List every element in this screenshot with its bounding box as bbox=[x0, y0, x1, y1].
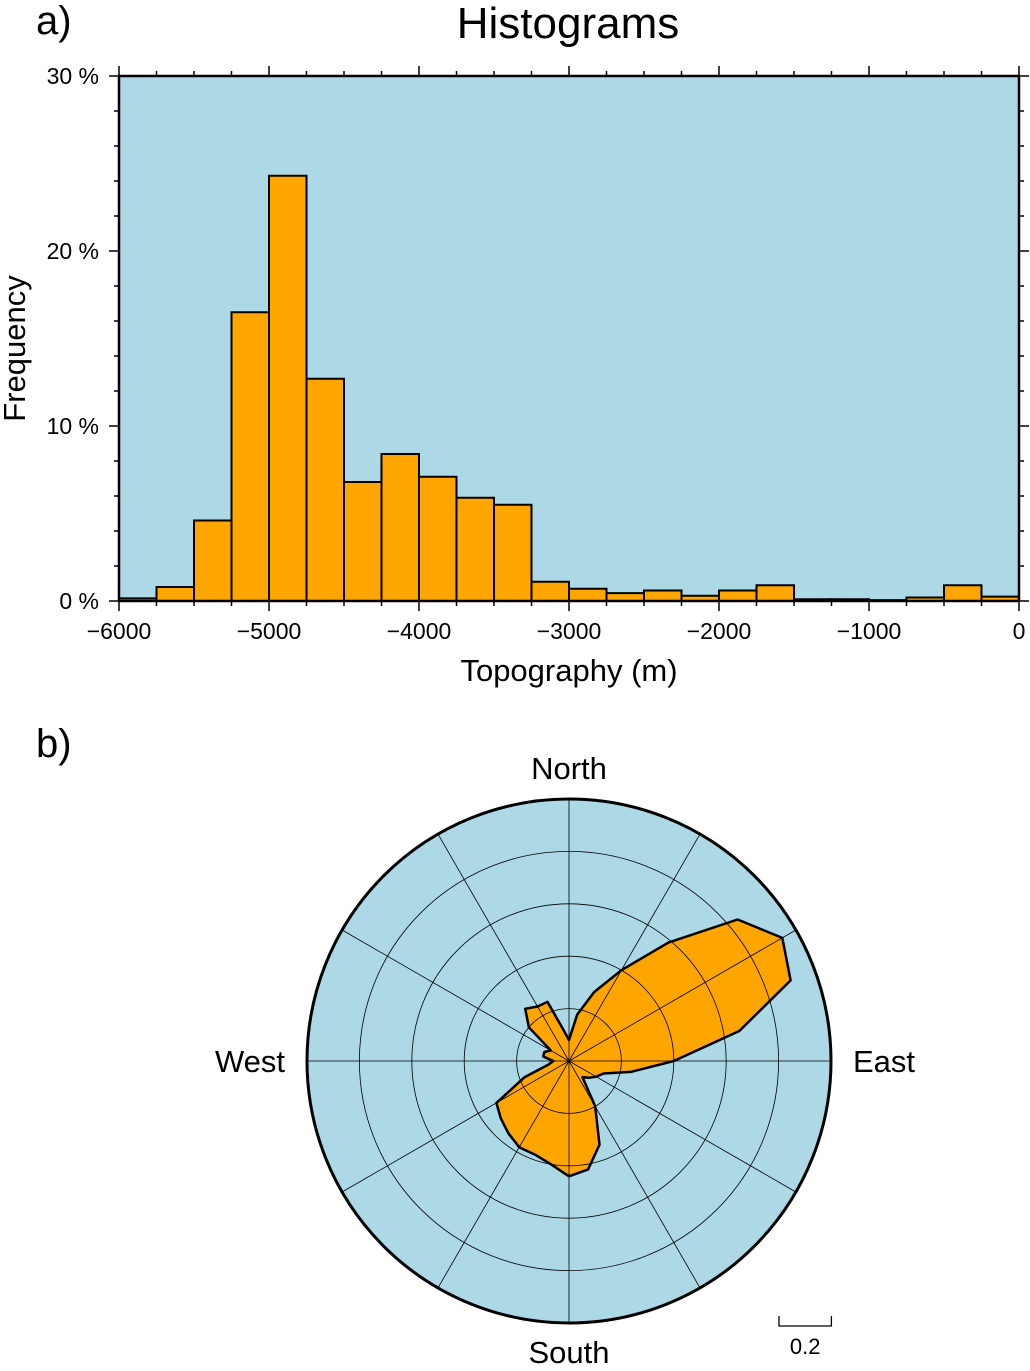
histogram-bar bbox=[380, 453, 420, 602]
histogram-bar bbox=[455, 496, 495, 602]
y-tick-label: 10 % bbox=[47, 413, 99, 439]
y-tick-label: 30 % bbox=[47, 63, 99, 89]
rose-grid-radial bbox=[341, 929, 570, 1062]
label-south: South bbox=[528, 1335, 609, 1370]
rose-grid-radial bbox=[568, 1060, 797, 1193]
rose-grid-radial bbox=[341, 1060, 570, 1193]
rose-grid-radial bbox=[568, 929, 797, 1062]
histogram-bar bbox=[493, 503, 533, 602]
scale-bar-label: 0.2 bbox=[790, 1334, 821, 1359]
histogram-bar bbox=[755, 584, 795, 602]
histogram-bar bbox=[568, 587, 608, 602]
x-tick-label: −1000 bbox=[837, 618, 902, 644]
chart-title: Histograms bbox=[457, 0, 680, 48]
label-north: North bbox=[531, 751, 607, 786]
histogram-bar bbox=[305, 377, 345, 602]
x-tick-label: −2000 bbox=[687, 618, 752, 644]
x-tick-label: −6000 bbox=[87, 618, 152, 644]
rose-grid-radial bbox=[437, 1060, 570, 1289]
histogram-bar bbox=[155, 586, 195, 602]
histogram-bar bbox=[193, 519, 233, 602]
x-tick-label: 0 bbox=[1013, 618, 1026, 644]
panel-b-label: b) bbox=[36, 722, 72, 766]
panel-a-label: a) bbox=[36, 0, 72, 43]
rose-grid-radial bbox=[437, 833, 570, 1062]
y-axis-label: Frequency bbox=[0, 275, 32, 422]
histogram-bar bbox=[643, 589, 683, 602]
rose-diagram: North South East West 0.2 bbox=[215, 751, 915, 1370]
histogram-bar bbox=[530, 580, 570, 602]
y-tick-label: 20 % bbox=[47, 238, 99, 264]
histogram-bar bbox=[718, 589, 758, 602]
histogram-bar bbox=[418, 475, 458, 602]
scale-bar bbox=[778, 1316, 833, 1327]
x-tick-label: −3000 bbox=[537, 618, 602, 644]
histogram-bar bbox=[943, 584, 983, 602]
histogram-bar bbox=[343, 481, 383, 602]
histogram-bar bbox=[230, 311, 270, 602]
rose-frame bbox=[305, 797, 833, 1325]
histogram-bar bbox=[268, 174, 308, 602]
rose-grid-radial bbox=[568, 833, 701, 1062]
histogram-chart: −6000 −5000 −4000 −3000 −2000 −1000 0 0 % 10 % 20… bbox=[0, 63, 1029, 688]
x-tick-label: −4000 bbox=[387, 618, 452, 644]
label-west: West bbox=[215, 1044, 285, 1079]
rose-grid-radial bbox=[568, 1060, 701, 1289]
label-east: East bbox=[853, 1044, 915, 1079]
x-tick-label: −5000 bbox=[237, 618, 302, 644]
y-tick-label: 0 % bbox=[59, 588, 99, 614]
x-axis-label: Topography (m) bbox=[460, 653, 677, 688]
